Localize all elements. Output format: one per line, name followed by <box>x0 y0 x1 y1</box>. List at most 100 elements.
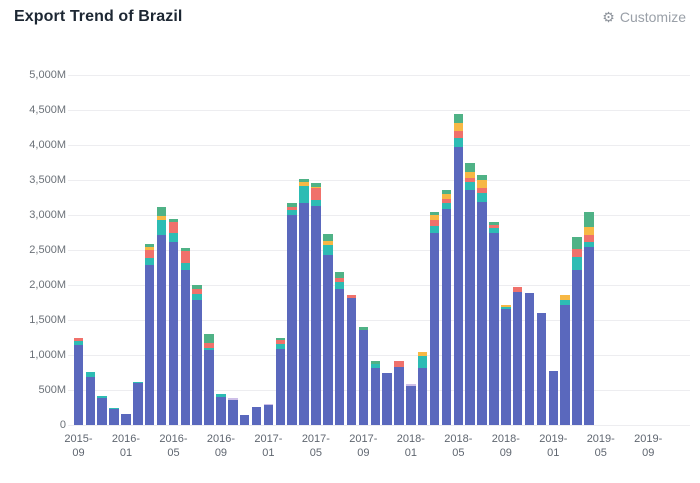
bar-2018-09[interactable] <box>501 304 511 425</box>
bar-2016-01[interactable] <box>121 414 131 425</box>
segment-green <box>358 327 369 331</box>
y-axis-label: 1,000M <box>29 349 66 361</box>
segment-teal <box>429 225 440 234</box>
segment-indigo <box>358 330 369 425</box>
bar-2017-06[interactable] <box>323 233 333 425</box>
segment-red <box>168 222 179 233</box>
segment-indigo <box>239 415 250 425</box>
x-axis-label: 2016- 01 <box>111 433 141 459</box>
bar-2016-05[interactable] <box>168 218 179 425</box>
bar-2016-07[interactable] <box>192 285 202 425</box>
segment-red <box>334 278 345 282</box>
y-axis-label: 2,000M <box>29 279 66 291</box>
bar-2016-03[interactable] <box>144 244 155 425</box>
segment-teal <box>584 241 594 248</box>
segment-green <box>168 218 179 223</box>
bar-2015-09[interactable] <box>73 338 84 425</box>
bar-2019-02[interactable] <box>560 295 570 425</box>
segment-indigo <box>441 209 452 425</box>
bar-2016-08[interactable] <box>204 333 214 425</box>
bar-2016-10[interactable] <box>228 397 238 425</box>
bar-2016-02[interactable] <box>133 381 143 425</box>
bar-2018-03[interactable] <box>429 211 440 425</box>
segment-indigo <box>334 289 345 425</box>
bar-2017-03[interactable] <box>287 202 297 425</box>
segment-amber <box>299 182 309 186</box>
bar-2018-08[interactable] <box>489 221 499 425</box>
stacked-bar-chart: 5,000M 4,500M 4,000M 3,500M 3,000M 2,500M 2,00… <box>0 34 700 483</box>
segment-teal <box>275 344 286 350</box>
segment-red <box>180 251 191 264</box>
bar-2018-11[interactable] <box>524 292 535 425</box>
gridline <box>68 75 690 76</box>
segment-green <box>311 183 321 187</box>
bar-2018-10[interactable] <box>512 287 523 425</box>
segment-teal <box>109 407 119 410</box>
bar-2019-01[interactable] <box>548 371 559 425</box>
bar-2016-11[interactable] <box>239 415 250 425</box>
bar-2016-06[interactable] <box>180 247 191 425</box>
segment-teal <box>299 185 309 203</box>
customize-label: Customize <box>619 9 686 25</box>
segment-green <box>334 271 345 279</box>
bar-2017-09[interactable] <box>358 327 369 425</box>
bar-2016-09[interactable] <box>216 394 226 425</box>
bar-2016-12[interactable] <box>251 406 262 425</box>
segment-indigo <box>501 308 511 425</box>
chart-header: Export Trend of Brazil ⚙ Customize <box>0 0 700 34</box>
bar-2019-04[interactable] <box>584 211 594 425</box>
segment-green <box>204 333 214 344</box>
segment-teal <box>501 307 511 309</box>
y-axis-label: 1,500M <box>29 314 66 326</box>
bar-2017-02[interactable] <box>275 337 286 425</box>
bar-2016-04[interactable] <box>156 206 167 425</box>
segment-teal <box>287 210 297 215</box>
bar-2017-05[interactable] <box>311 183 321 425</box>
y-axis-label: 4,000M <box>29 139 66 151</box>
x-axis-label: 2016- 05 <box>159 433 188 459</box>
y-axis-label: 5,000M <box>29 69 66 81</box>
segment-indigo <box>560 304 570 425</box>
segment-green <box>477 175 487 181</box>
customize-button[interactable]: ⚙ Customize <box>598 7 690 27</box>
bar-2017-12[interactable] <box>394 360 404 425</box>
bar-2018-05[interactable] <box>453 113 464 425</box>
bar-2018-01[interactable] <box>406 383 416 425</box>
segment-green <box>275 337 286 341</box>
bar-2015-10[interactable] <box>85 371 96 425</box>
segment-teal <box>204 348 214 351</box>
bar-2018-07[interactable] <box>477 175 487 425</box>
bar-2017-01[interactable] <box>263 404 274 425</box>
gridline <box>68 145 690 146</box>
bar-2017-10[interactable] <box>370 360 380 425</box>
segment-indigo <box>192 299 202 425</box>
x-axis-label: 2017- 01 <box>254 433 283 459</box>
bar-2015-12[interactable] <box>109 407 119 425</box>
segment-indigo <box>346 297 357 425</box>
segment-teal <box>216 394 226 398</box>
segment-indigo <box>204 350 214 425</box>
segment-indigo <box>156 234 167 425</box>
bar-2017-04[interactable] <box>299 178 309 425</box>
bar-2019-03[interactable] <box>572 236 582 425</box>
segment-green <box>572 236 582 250</box>
bar-2015-11[interactable] <box>97 395 107 425</box>
bar-2018-04[interactable] <box>441 190 452 425</box>
segment-indigo <box>228 399 238 425</box>
segment-indigo <box>394 366 404 425</box>
bar-2018-02[interactable] <box>417 352 428 425</box>
segment-green <box>441 190 452 195</box>
x-axis-label: 2017- 05 <box>301 433 330 459</box>
bar-2017-11[interactable] <box>382 373 392 425</box>
gridline <box>68 285 690 286</box>
segment-indigo <box>548 371 559 425</box>
bar-2017-07[interactable] <box>334 271 345 425</box>
y-axis-label: 2,500M <box>29 244 66 256</box>
segment-indigo <box>406 385 416 425</box>
x-axis-label: 2019- 05 <box>586 433 615 459</box>
bar-2018-12[interactable] <box>536 312 547 425</box>
bar-2017-08[interactable] <box>346 294 357 425</box>
bar-2018-06[interactable] <box>465 163 475 425</box>
segment-red <box>204 343 214 349</box>
segment-lavender <box>406 383 416 386</box>
